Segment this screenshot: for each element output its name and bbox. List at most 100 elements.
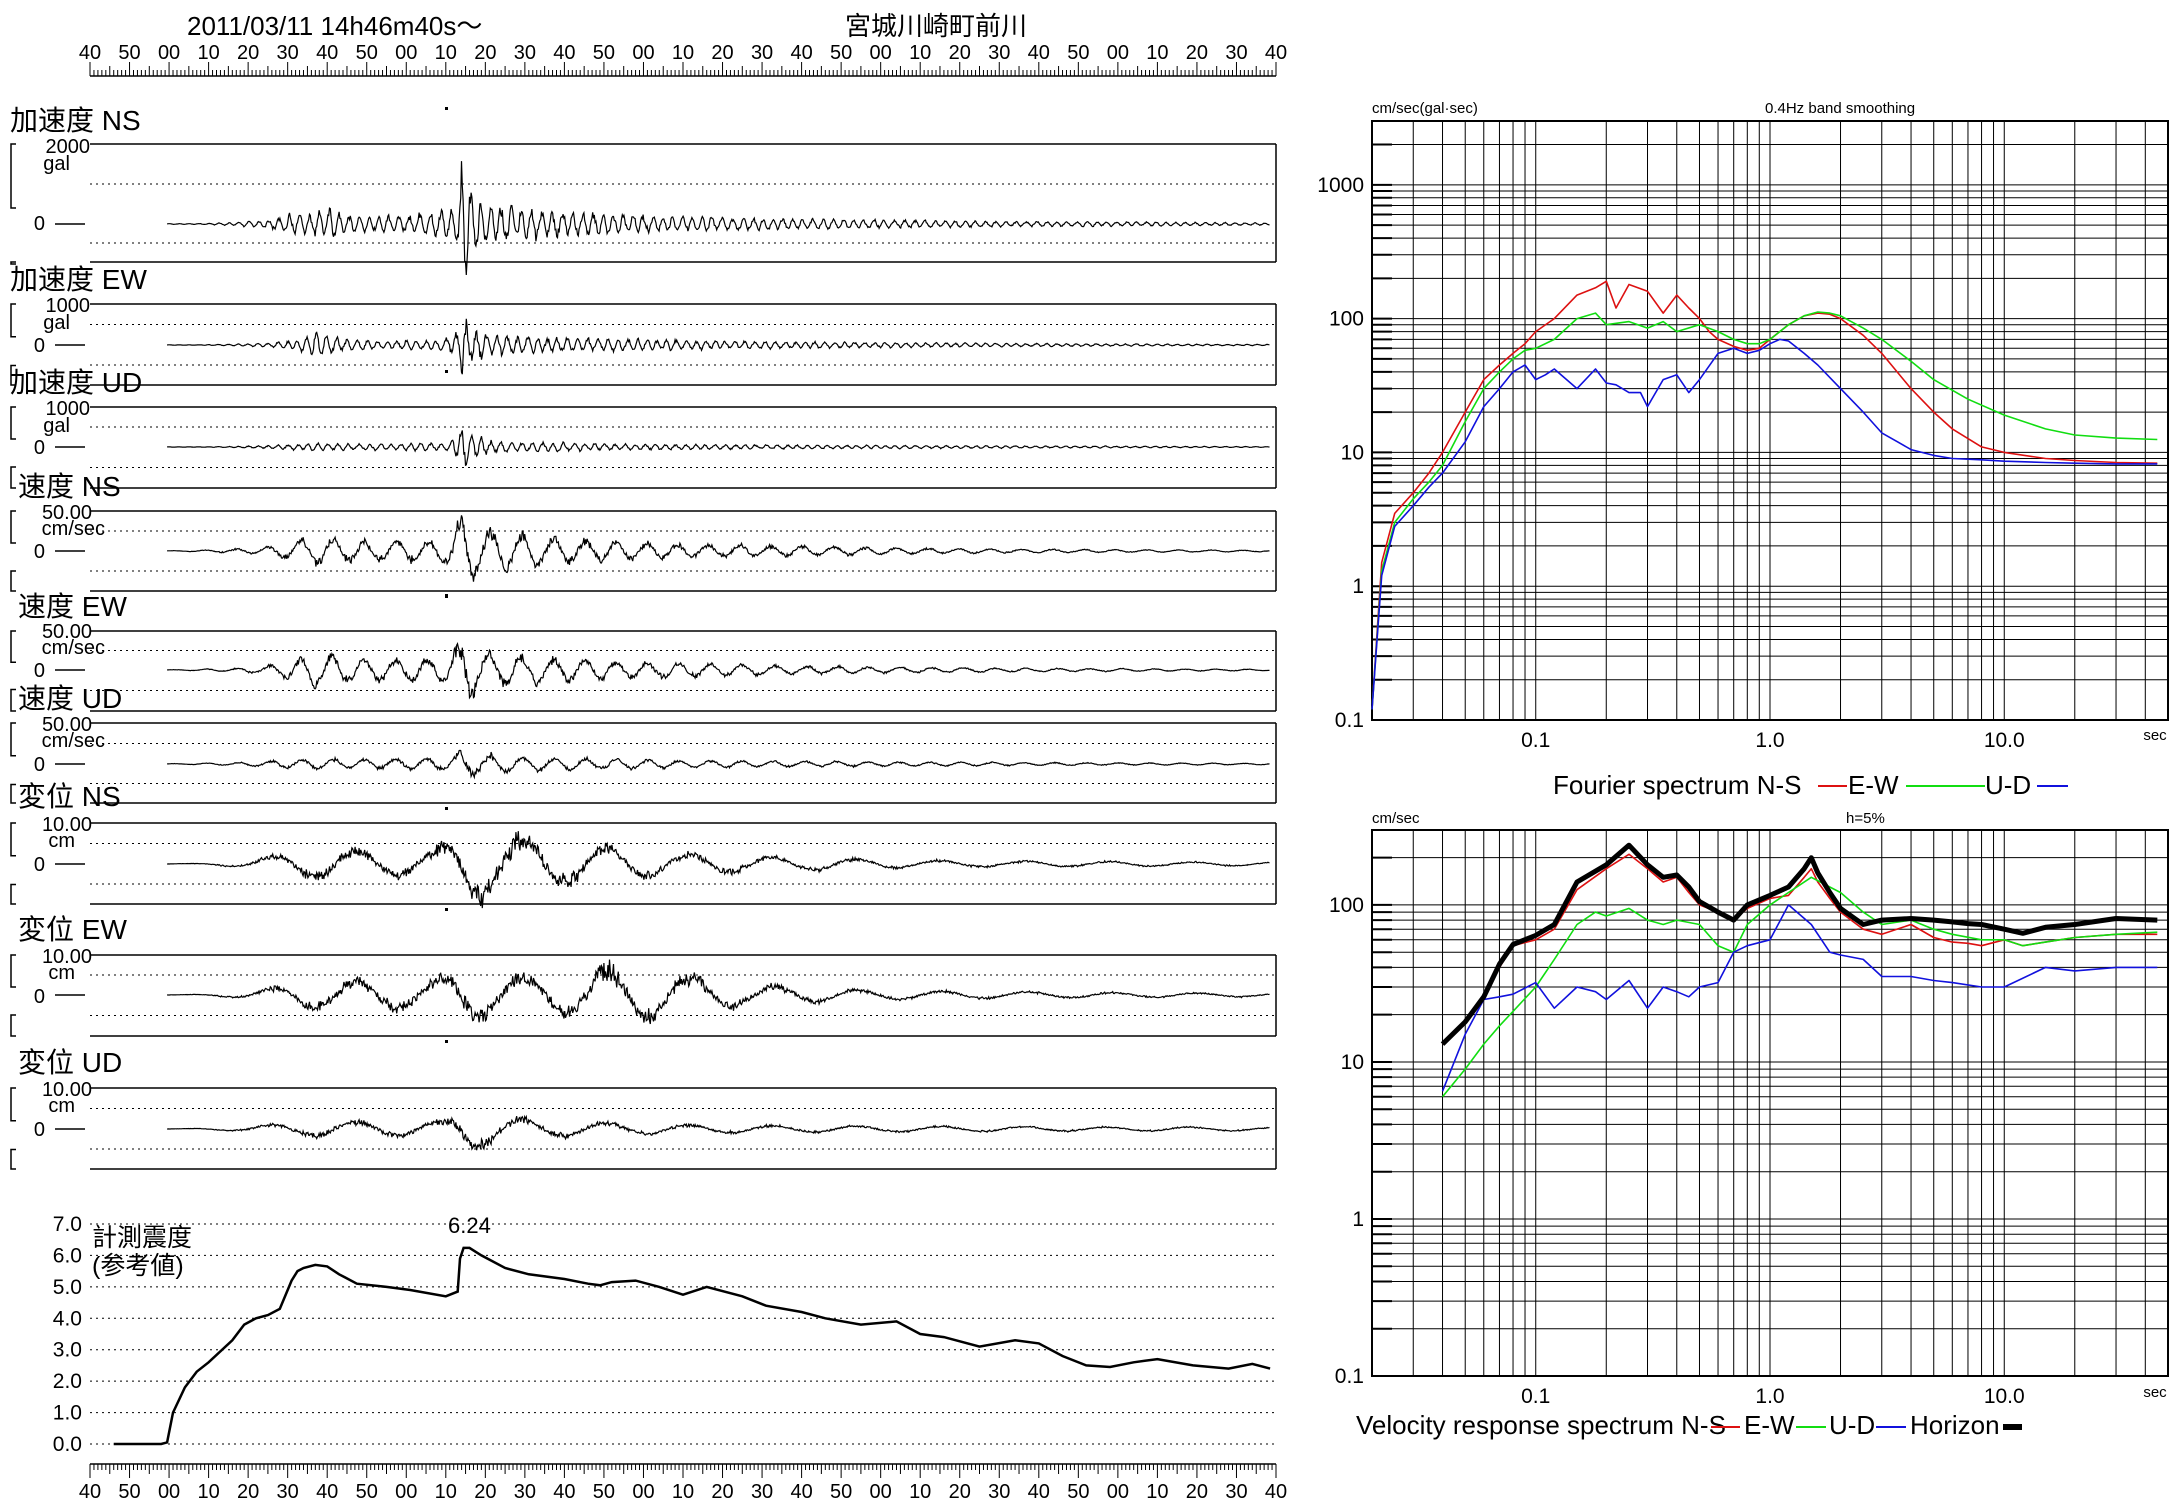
x-tick-label: 1.0 [1755,729,1784,752]
panel-title: 加速度 NS [10,105,141,136]
scale-unit: cm/sec [42,518,105,540]
waveform-trace [167,749,1270,780]
legend-label-ew: E-W [1848,770,1899,800]
time-tick-label: 50 [356,42,378,64]
time-tick-label: 00 [158,1481,180,1501]
intensity-label-line2: (参考値) [92,1252,184,1280]
panel-displacement-ew: 変位 EW 10.00 cm 0 [10,914,1277,1043]
time-tick-label: 50 [830,1481,852,1501]
time-tick-label: 00 [632,42,654,64]
y-unit-label: cm/sec [1372,810,1420,827]
header-datetime: 2011/03/11 14h46m40s〜 [187,11,482,41]
time-tick-label: 00 [395,1481,417,1501]
scale-max-label: 10.00 [42,946,92,968]
zero-label: 0 [34,754,45,776]
series-line-n-s [1441,853,2158,1045]
series-line-n-s [1371,280,2158,710]
scale-bracket [10,1014,16,1037]
time-tick-label: 00 [870,42,892,64]
scale-bracket [10,722,16,757]
panel-title: 加速度 UD [10,367,142,398]
time-tick-label: 40 [790,1481,812,1501]
scale-max-label: 50.00 [42,714,92,736]
time-tick-label: 20 [949,1481,971,1501]
panel-title: 速度 EW [18,591,127,622]
y-tick-label: 100 [1329,308,1364,331]
scale-bracket [10,630,16,663]
time-tick-label: 20 [711,1481,733,1501]
time-tick-label: 00 [1107,1481,1129,1501]
time-axis-top: 40 50 00 10 20 30 40 50 00 10 20 30 40 50 00 10 20 30 40 50… [79,42,1287,77]
time-tick-label: 30 [751,1481,773,1501]
scale-unit: cm/sec [42,730,105,752]
time-tick-label: 40 [79,1481,101,1501]
time-tick-label: 40 [1265,42,1287,64]
scale-bracket [10,510,16,544]
peak-marker [445,1040,448,1043]
time-tick-label: 10 [1146,42,1168,64]
time-tick-label: 20 [474,1481,496,1501]
time-tick-label: 30 [277,42,299,64]
panel-title: 加速度 EW [10,264,147,295]
legend-label-ew: E-W [1744,1410,1795,1440]
panel-velocity-ns: 速度 NS 50.00 cm/sec 0 [10,471,1277,598]
scale-max-label: 10.00 [42,814,92,836]
y-tick-label: 2.0 [53,1370,82,1393]
x-tick-label: 10.0 [1984,1385,2025,1408]
scale-bracket [10,822,16,857]
legend-label-ud: U-D [1829,1410,1875,1440]
time-tick-label: 40 [790,42,812,64]
chart-title: Fourier spectrum N-S [1553,770,1802,800]
scale-unit: cm/sec [42,637,105,659]
y-tick-label: 1 [1352,1208,1364,1231]
scale-bracket [10,406,16,440]
series-line-horizon [1440,842,2158,1046]
time-tick-label: 40 [316,42,338,64]
time-tick-label: 30 [514,1481,536,1501]
legend-label-ud: U-D [1985,770,2031,800]
scale-bracket [10,783,16,804]
time-tick-label: 20 [711,42,733,64]
scale-max-label: 1000 [46,295,91,317]
panel-title: 速度 NS [18,471,121,502]
panel-fourier-spectrum: cm/sec(gal·sec) 0.4Hz band smoothing sec… [1317,100,2169,800]
x-tick-label: 1.0 [1755,1385,1784,1408]
waveform-trace [167,318,1270,375]
time-tick-label: 10 [435,1481,457,1501]
time-tick-label: 00 [158,42,180,64]
y-tick-label: 1.0 [53,1402,82,1425]
scale-max-label: 50.00 [42,621,92,643]
y-tick-label: 6.0 [53,1244,82,1267]
scale-unit: cm [48,830,75,852]
y-tick-label: 3.0 [53,1339,82,1362]
x-unit-label: sec [2143,1384,2167,1401]
series-line-u-d [1371,338,2158,710]
header-station: 宮城川崎町前川 [845,11,1027,41]
time-tick-label: 20 [237,42,259,64]
y-tick-label: 0.1 [1335,1365,1364,1388]
zero-label: 0 [34,335,45,357]
peak-marker [445,594,448,597]
panel-acceleration-ew: 加速度 EW 1000 gal 0 [10,264,1277,386]
y-tick-label: 5.0 [53,1276,82,1299]
y-unit-label: cm/sec(gal·sec) [1372,100,1478,117]
series-line-u-d [1441,904,2158,1092]
scale-bracket [10,364,16,386]
time-tick-label: 20 [1186,42,1208,64]
scale-max-label: 50.00 [42,502,92,524]
scale-bracket [10,303,16,338]
waveform-trace [167,1114,1270,1151]
panel-title: 速度 UD [18,683,122,714]
time-tick-label: 30 [514,42,536,64]
panel-displacement-ud: 変位 UD 10.00 cm 0 [10,1047,1277,1170]
scale-max-label: 10.00 [42,1079,92,1101]
panel-acceleration-ud: 加速度 UD 1000 gal 0 [10,367,1277,489]
y-tick-label: 0.1 [1335,709,1364,732]
zero-label: 0 [34,213,45,235]
time-axis-bottom: 40 50 00 10 20 30 40 50 00 10 20 30 40 50 00 10 20 30 40 50… [79,1463,1287,1501]
scale-unit: gal [43,415,70,437]
time-tick-label: 40 [1028,42,1050,64]
scale-unit: cm [48,1095,75,1117]
time-tick-label: 10 [672,1481,694,1501]
